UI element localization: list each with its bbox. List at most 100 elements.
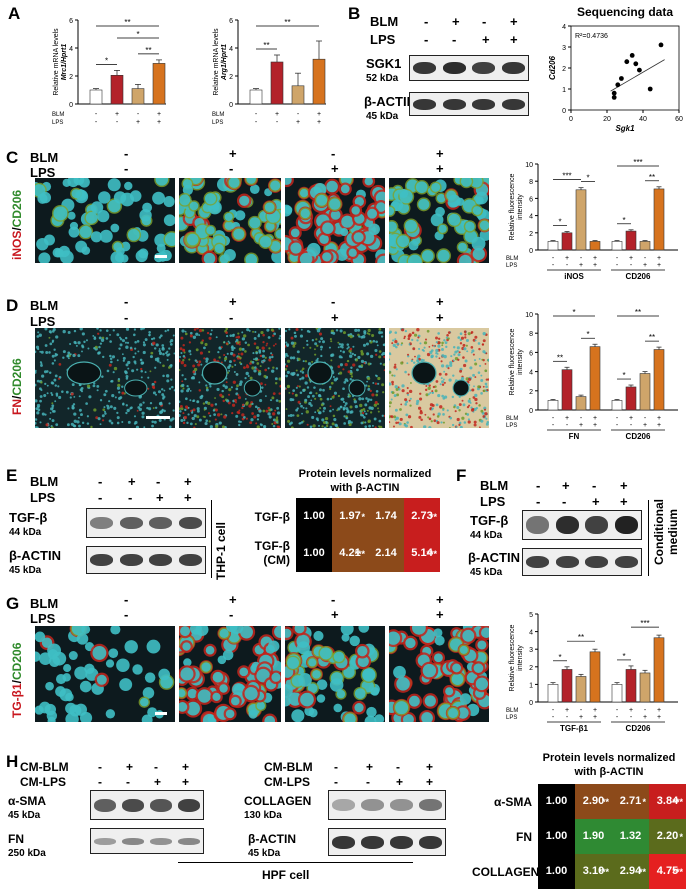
cell-nucleus bbox=[322, 222, 334, 234]
tissue-dot bbox=[101, 419, 105, 422]
tissue-dot bbox=[450, 355, 453, 358]
blot-band bbox=[472, 98, 496, 110]
tissue-dot bbox=[52, 328, 56, 332]
tissue-dot bbox=[45, 423, 49, 427]
tissue-dot bbox=[182, 343, 185, 347]
cell-nucleus bbox=[78, 178, 90, 188]
panel-g-bar bbox=[575, 676, 587, 703]
panel-h-asma-blot bbox=[90, 790, 204, 820]
cell-nucleus bbox=[155, 178, 169, 186]
heatmap-significance: ** bbox=[638, 867, 646, 877]
heatmap-cell: 1.00 bbox=[538, 784, 575, 819]
tissue-dot bbox=[360, 352, 365, 356]
tissue-dot bbox=[193, 367, 198, 372]
tissue-dot bbox=[311, 394, 315, 398]
panel-e-lps-sign: + bbox=[156, 490, 164, 505]
tissue-dot bbox=[127, 420, 131, 424]
tissue-dot bbox=[371, 393, 375, 397]
tissue-dot bbox=[413, 361, 416, 364]
cell-nucleus bbox=[393, 665, 406, 679]
tissue-dot bbox=[73, 412, 77, 416]
cell-nucleus bbox=[290, 242, 302, 254]
tissue-dot bbox=[329, 405, 332, 408]
tissue-dot bbox=[377, 376, 381, 381]
tissue-dot bbox=[270, 352, 273, 355]
panel-h-heatmap-title-2: with β-ACTIN bbox=[574, 766, 644, 778]
tissue-dot bbox=[259, 399, 263, 403]
cell-nucleus bbox=[207, 714, 216, 722]
tissue-dot bbox=[173, 352, 175, 355]
tissue-dot bbox=[403, 335, 406, 338]
cell-nucleus bbox=[156, 243, 166, 253]
panel-d-lps-sign: - bbox=[616, 422, 619, 429]
tissue-dot bbox=[108, 400, 111, 403]
tissue-dot bbox=[246, 364, 249, 367]
tissue-dot bbox=[40, 350, 44, 354]
panel-c-lps-sign: - bbox=[124, 161, 129, 176]
panel-h-right-blm-sign: + bbox=[366, 760, 374, 774]
heatmap-row-label-suffix: (CM) bbox=[263, 553, 290, 567]
tissue-dot bbox=[201, 339, 205, 342]
tissue-dot bbox=[357, 355, 361, 360]
tissue-dot bbox=[458, 423, 461, 426]
heatmap-row-label: TGF-β (CM) bbox=[254, 539, 290, 567]
cell-nucleus bbox=[163, 214, 175, 227]
tissue-dot bbox=[302, 360, 305, 363]
tissue-dot bbox=[411, 338, 414, 341]
tissue-dot bbox=[395, 388, 399, 391]
tissue-dot bbox=[318, 411, 322, 415]
tissue-dot bbox=[378, 355, 382, 359]
tissue-dot bbox=[104, 412, 107, 415]
tissue-dot bbox=[119, 338, 123, 341]
panel-d-blm-label: BLM bbox=[30, 298, 59, 313]
tissue-dot bbox=[473, 359, 477, 362]
cell-nucleus bbox=[179, 689, 186, 698]
cell-nucleus bbox=[99, 229, 113, 243]
tissue-dot bbox=[365, 412, 368, 416]
tissue-dot bbox=[298, 422, 301, 425]
tissue-dot bbox=[370, 354, 374, 359]
tissue-dot bbox=[381, 414, 384, 417]
heatmap-significance: *** bbox=[598, 867, 609, 877]
tissue-dot bbox=[484, 362, 487, 365]
panel-f-blm-sign: + bbox=[562, 478, 570, 493]
micrograph-tissue bbox=[389, 328, 489, 428]
tissue-dot bbox=[265, 344, 268, 347]
tissue-dot bbox=[406, 421, 409, 424]
tissue-dot bbox=[305, 410, 309, 414]
tissue-dot bbox=[314, 411, 317, 414]
tissue-dot bbox=[171, 385, 174, 389]
tissue-dot bbox=[485, 352, 488, 355]
tissue-dot bbox=[136, 368, 139, 371]
tissue-dot bbox=[468, 404, 471, 407]
cell-nucleus bbox=[316, 694, 326, 703]
cell-nucleus bbox=[79, 225, 92, 239]
tissue-dot bbox=[96, 389, 99, 392]
panel-b-actin-label: β-ACTIN bbox=[364, 94, 416, 109]
tissue-dot bbox=[478, 347, 481, 351]
cell-nucleus bbox=[472, 206, 482, 215]
tissue-dot bbox=[332, 375, 335, 379]
tissue-dot bbox=[417, 354, 421, 358]
tissue-dot bbox=[484, 412, 488, 416]
tissue-dot bbox=[323, 426, 327, 428]
tissue-dot bbox=[246, 328, 250, 332]
tissue-dot bbox=[228, 364, 232, 367]
cell-nucleus bbox=[132, 664, 143, 675]
tissue-dot bbox=[480, 409, 484, 413]
cell-nucleus bbox=[201, 662, 211, 672]
tissue-dot bbox=[441, 347, 444, 351]
panel-c-lps-sign: + bbox=[657, 262, 661, 269]
cell-nucleus bbox=[186, 233, 199, 246]
tissue-dot bbox=[430, 420, 433, 423]
tissue-dot bbox=[337, 341, 340, 344]
panel-a1-ylabel: Relative mRNA levelsMrc1/Hprt1 bbox=[53, 28, 68, 96]
cell-nucleus bbox=[235, 210, 246, 221]
tissue-dot bbox=[213, 413, 216, 417]
panel-h-left-lps-sign: - bbox=[98, 775, 102, 789]
panel-d-ylabel-line1: Relative fluorescence bbox=[509, 328, 516, 395]
panel-h-left-lps-label: CM-LPS bbox=[20, 775, 66, 789]
blot-band bbox=[526, 516, 550, 534]
tissue-dot bbox=[330, 354, 334, 357]
